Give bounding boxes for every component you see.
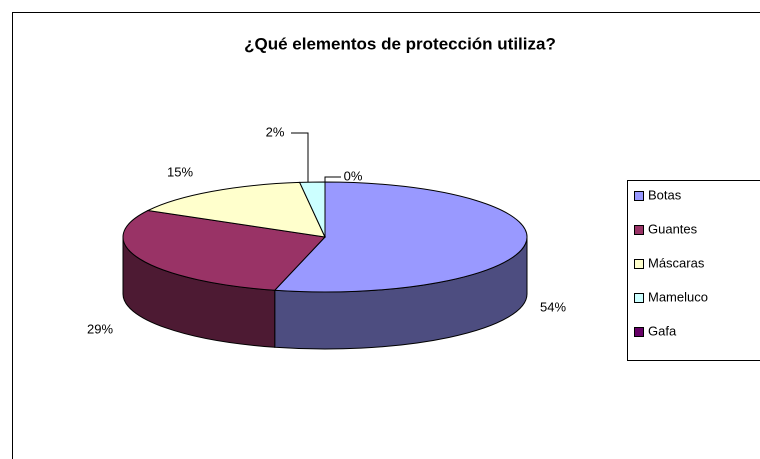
legend-label: Guantes bbox=[648, 221, 698, 236]
legend-box bbox=[627, 180, 760, 361]
legend-swatch bbox=[634, 191, 644, 201]
chart-title: ¿Qué elementos de protección utiliza? bbox=[244, 34, 556, 53]
leader-line bbox=[324, 176, 341, 182]
legend-label: Mameluco bbox=[648, 289, 708, 304]
legend-label: Botas bbox=[648, 187, 682, 202]
legend-swatch bbox=[634, 225, 644, 235]
data-label: 0% bbox=[344, 168, 363, 183]
data-label: 29% bbox=[87, 321, 113, 336]
legend-swatch bbox=[634, 327, 644, 337]
slice bbox=[273, 181, 528, 293]
slice bbox=[146, 181, 326, 238]
legend-swatch bbox=[634, 259, 644, 269]
data-label: 15% bbox=[167, 164, 193, 179]
leader-line bbox=[291, 132, 309, 182]
legend-swatch bbox=[634, 293, 644, 303]
slice bbox=[122, 209, 327, 291]
data-label: 2% bbox=[266, 124, 285, 139]
data-label: 54% bbox=[540, 299, 566, 314]
legend-label: Máscaras bbox=[648, 255, 705, 270]
legend-label: Gafa bbox=[648, 323, 677, 338]
